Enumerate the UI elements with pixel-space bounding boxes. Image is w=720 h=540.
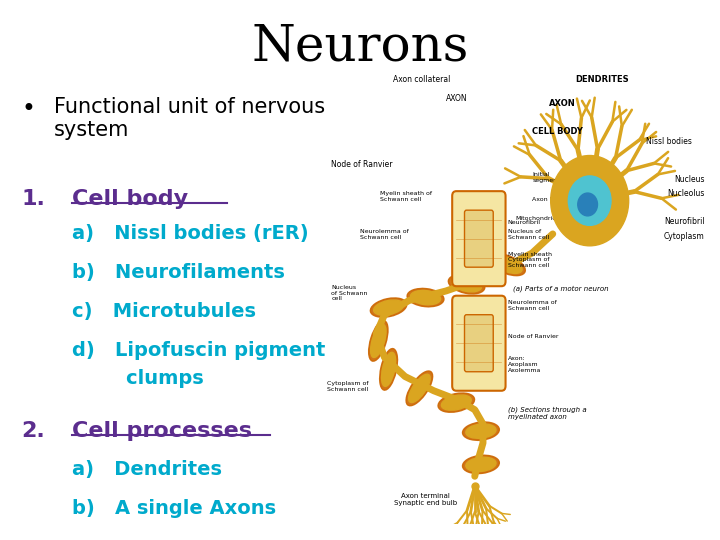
FancyBboxPatch shape: [452, 191, 505, 286]
Ellipse shape: [374, 300, 403, 315]
Ellipse shape: [408, 374, 430, 402]
Ellipse shape: [493, 256, 522, 273]
Text: 1.: 1.: [22, 189, 45, 209]
Ellipse shape: [370, 298, 407, 317]
Text: Node of Ranvier: Node of Ranvier: [508, 334, 558, 340]
Text: Initial
segment: Initial segment: [532, 172, 560, 183]
Text: •: •: [22, 97, 35, 121]
Text: Nucleus: Nucleus: [674, 174, 705, 184]
Ellipse shape: [441, 395, 472, 410]
Text: Cell processes: Cell processes: [72, 421, 252, 441]
Ellipse shape: [379, 349, 397, 390]
Text: Neurolemma of
Schwann cell: Neurolemma of Schwann cell: [508, 300, 557, 311]
Text: Axon hillock: Axon hillock: [532, 197, 570, 201]
Text: Nissl bodies: Nissl bodies: [647, 137, 693, 146]
Text: Axon terminal
Synaptic end bulb: Axon terminal Synaptic end bulb: [394, 493, 457, 506]
Text: Neurolemma of
Schwann cell: Neurolemma of Schwann cell: [360, 229, 409, 240]
Text: Neurofibril: Neurofibril: [508, 220, 541, 225]
Text: AXON: AXON: [446, 94, 468, 103]
Ellipse shape: [490, 254, 526, 275]
Text: Cytoplasm: Cytoplasm: [664, 232, 705, 241]
Text: Neurons: Neurons: [251, 22, 469, 71]
Ellipse shape: [371, 324, 386, 357]
Text: AXON: AXON: [549, 99, 575, 107]
Text: DENDRITES: DENDRITES: [575, 75, 629, 84]
Text: b)   A single Axons: b) A single Axons: [72, 499, 276, 518]
Text: Nucleus
of Schwann
cell: Nucleus of Schwann cell: [331, 285, 367, 301]
Text: a)   Nissl bodies (rER): a) Nissl bodies (rER): [72, 224, 309, 243]
Text: c)   Microtubules: c) Microtubules: [72, 302, 256, 321]
Ellipse shape: [462, 422, 500, 440]
Text: Functional unit of nervous
system: Functional unit of nervous system: [54, 97, 325, 140]
Ellipse shape: [407, 288, 444, 307]
Ellipse shape: [406, 371, 433, 406]
FancyBboxPatch shape: [464, 210, 493, 267]
Ellipse shape: [410, 291, 441, 305]
FancyBboxPatch shape: [464, 315, 493, 372]
Text: a)   Dendrites: a) Dendrites: [72, 460, 222, 479]
FancyBboxPatch shape: [452, 296, 505, 391]
Circle shape: [568, 176, 611, 225]
Text: (b) Sections through a
myelinated axon: (b) Sections through a myelinated axon: [508, 407, 586, 420]
Ellipse shape: [466, 457, 496, 471]
Ellipse shape: [451, 276, 482, 292]
Text: Myelin sheath
Cytoplasm of
Schwann cell: Myelin sheath Cytoplasm of Schwann cell: [508, 252, 552, 268]
Ellipse shape: [369, 321, 388, 361]
Ellipse shape: [462, 455, 500, 474]
Text: clumps: clumps: [72, 369, 204, 388]
Text: Cytoplasm of
Schwann cell: Cytoplasm of Schwann cell: [327, 381, 369, 392]
Text: Node of Ranvier: Node of Ranvier: [331, 160, 392, 170]
Ellipse shape: [449, 275, 485, 294]
Ellipse shape: [438, 393, 474, 412]
Text: d)   Lipofuscin pigment: d) Lipofuscin pigment: [72, 341, 325, 360]
Text: Axon collateral: Axon collateral: [392, 75, 450, 84]
Circle shape: [551, 156, 629, 246]
Text: CELL BODY: CELL BODY: [532, 127, 583, 136]
Text: Nucleus of
Schwann cell: Nucleus of Schwann cell: [508, 229, 549, 240]
Circle shape: [577, 193, 598, 216]
Text: (a) Parts of a motor neuron: (a) Parts of a motor neuron: [513, 286, 609, 293]
Ellipse shape: [382, 352, 396, 387]
Text: 2.: 2.: [22, 421, 45, 441]
Text: Nucleolus: Nucleolus: [667, 189, 705, 198]
Text: Myelin sheath of
Schwann cell: Myelin sheath of Schwann cell: [380, 191, 433, 201]
Text: b)   Neurofilaments: b) Neurofilaments: [72, 263, 285, 282]
Text: Mitochondrion: Mitochondrion: [516, 215, 561, 221]
Text: Cell body: Cell body: [72, 189, 188, 209]
Ellipse shape: [466, 424, 496, 438]
Text: Axon:
Axoplasm
Axolemma: Axon: Axoplasm Axolemma: [508, 356, 541, 373]
Text: Neurofibril: Neurofibril: [664, 218, 705, 226]
